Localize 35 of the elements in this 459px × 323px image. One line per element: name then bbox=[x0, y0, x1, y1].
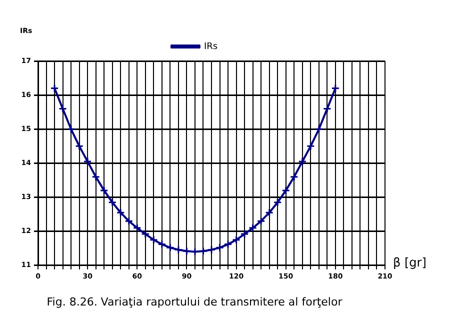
point bbox=[240, 230, 249, 238]
point bbox=[174, 245, 183, 254]
point bbox=[83, 157, 92, 166]
point bbox=[124, 216, 134, 226]
point bbox=[75, 142, 84, 150]
point bbox=[314, 124, 324, 134]
point bbox=[100, 186, 108, 195]
point bbox=[182, 246, 191, 256]
point bbox=[108, 198, 117, 207]
point bbox=[132, 224, 142, 232]
legend-label: IRs bbox=[204, 42, 218, 52]
point bbox=[141, 230, 150, 238]
point bbox=[290, 172, 298, 182]
point bbox=[149, 236, 158, 244]
point bbox=[256, 216, 266, 226]
point bbox=[158, 240, 166, 249]
point bbox=[306, 142, 315, 150]
point bbox=[224, 240, 232, 249]
point bbox=[216, 243, 224, 252]
point bbox=[265, 208, 274, 217]
point bbox=[273, 198, 282, 207]
point bbox=[166, 243, 174, 252]
point bbox=[207, 245, 216, 254]
point bbox=[58, 104, 68, 113]
point bbox=[92, 172, 100, 182]
point bbox=[66, 124, 76, 134]
point bbox=[232, 236, 241, 244]
point bbox=[322, 104, 332, 113]
point bbox=[248, 224, 258, 232]
point bbox=[298, 157, 307, 166]
x-axis-title: β [gr] bbox=[393, 256, 426, 270]
point bbox=[198, 246, 208, 256]
point bbox=[116, 208, 125, 217]
text: Fig. 8.26. Variaţia raportului de transmitere al forţelor bbox=[46, 295, 343, 308]
point bbox=[282, 186, 290, 195]
